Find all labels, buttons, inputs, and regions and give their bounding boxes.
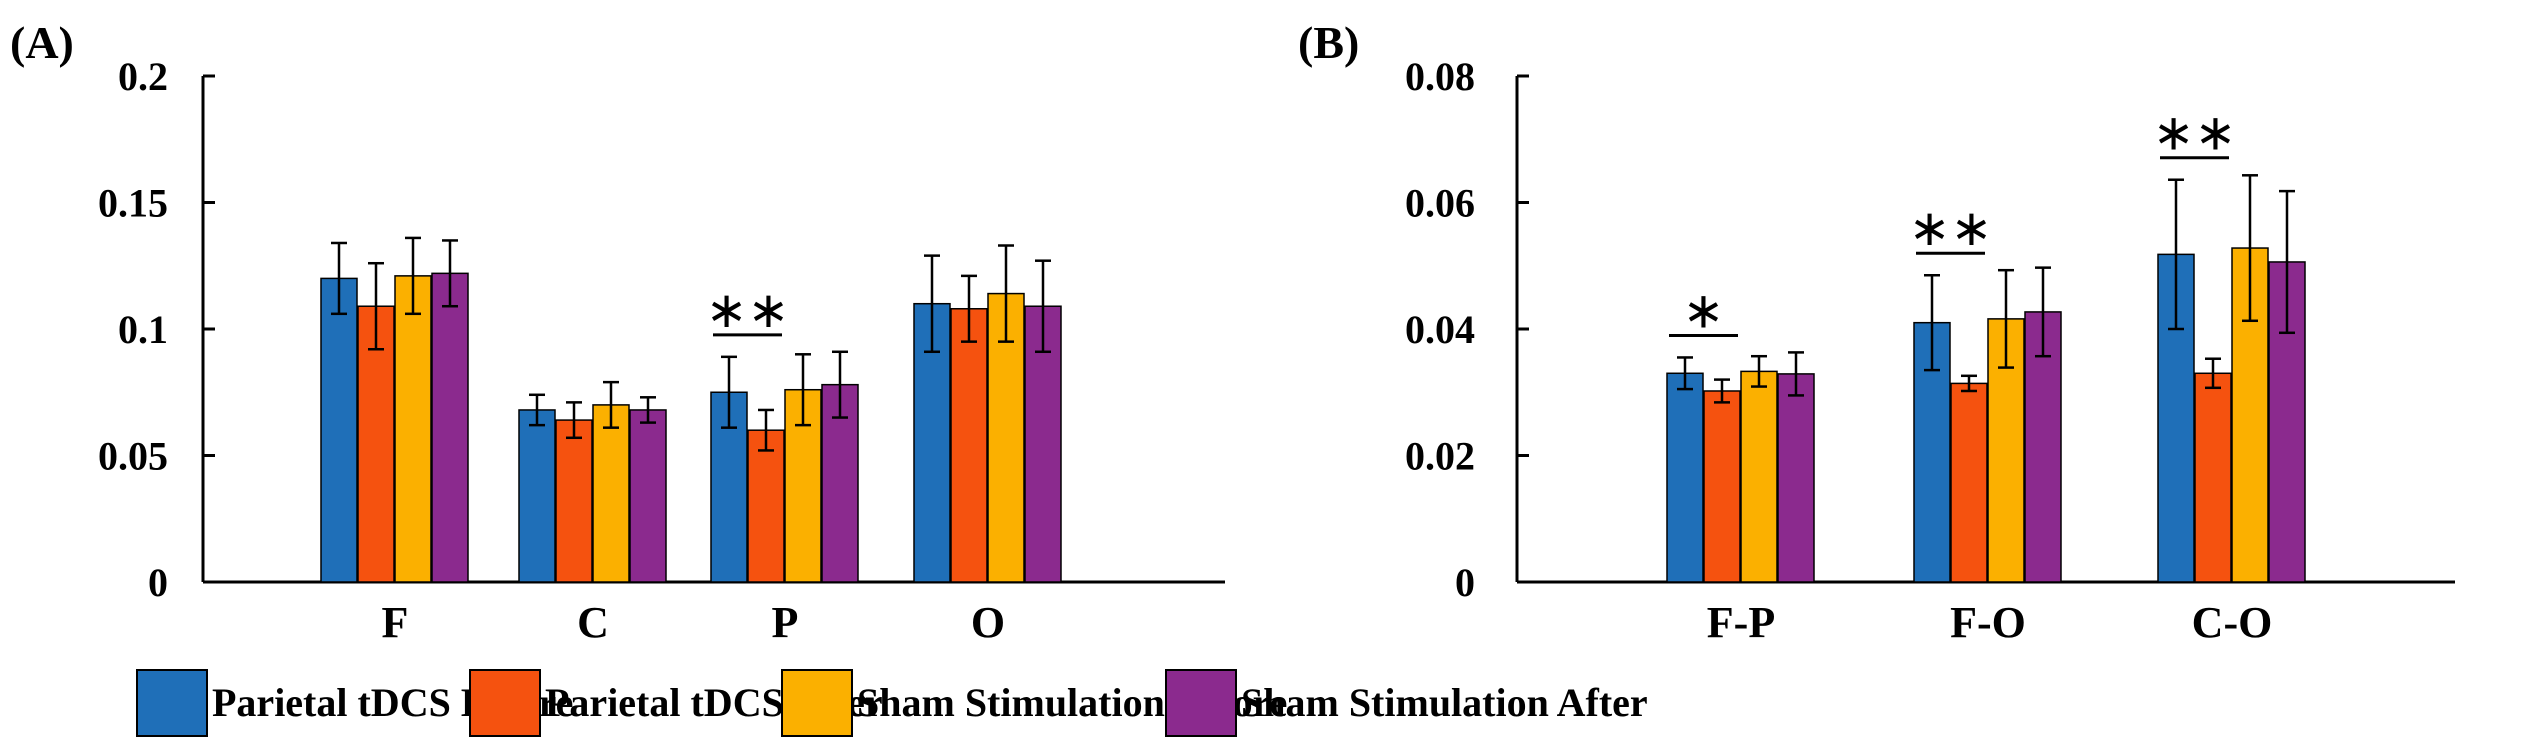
significance-marker: ∗ xyxy=(1683,281,1725,339)
bar-group-P xyxy=(710,350,859,583)
panel-b-chart: (B)00.020.040.060.08F-P F-O C-O∗∗∗∗∗ xyxy=(1298,17,2455,647)
y-tick-label: 0.02 xyxy=(1405,434,1475,479)
bar-group-F-P xyxy=(1666,351,1815,583)
bar xyxy=(518,409,556,583)
bar xyxy=(747,429,785,583)
bar xyxy=(592,404,630,583)
bar-group-C xyxy=(518,380,667,583)
bar-group-C-O xyxy=(2157,174,2306,583)
x-category-label: C-O xyxy=(2192,598,2273,647)
bar-group-F xyxy=(320,236,469,583)
panel-a-chart: (A) 0 0.05 0.1 0.15 0.2 F C P O ∗∗ xyxy=(10,17,1225,647)
significance-marker: ∗∗ xyxy=(1909,199,1993,257)
y-tick-label: 0.1 xyxy=(118,307,168,352)
bar xyxy=(555,419,593,583)
bar xyxy=(431,272,469,583)
bar xyxy=(1703,390,1741,583)
y-tick-label: 0.08 xyxy=(1405,54,1475,99)
bar xyxy=(629,409,667,583)
y-tick-label: 0 xyxy=(148,560,168,605)
x-category-label: F-O xyxy=(1950,598,2026,647)
bar xyxy=(394,275,432,583)
y-tick-label: 0.04 xyxy=(1405,307,1475,352)
significance-marker: ∗∗ xyxy=(706,281,790,339)
y-tick-label: 0.2 xyxy=(118,54,168,99)
bar xyxy=(2194,372,2232,583)
x-category-label: O xyxy=(971,598,1005,647)
legend-swatch xyxy=(136,669,208,737)
bar xyxy=(1777,373,1815,583)
legend-swatch xyxy=(469,669,541,737)
y-tick-label: 0.15 xyxy=(98,181,168,226)
panel-label: (B) xyxy=(1298,17,1359,68)
bar xyxy=(950,308,988,583)
x-category-label: P xyxy=(772,598,799,647)
legend-swatch xyxy=(781,669,853,737)
panel-label: (A) xyxy=(10,17,74,68)
bar xyxy=(1740,370,1778,583)
x-category-label: F xyxy=(382,598,409,647)
x-category-label: F-P xyxy=(1707,598,1775,647)
bar-group-F-O xyxy=(1913,266,2062,583)
x-category-label: C xyxy=(577,598,609,647)
bar xyxy=(1950,382,1988,583)
bar-group-O xyxy=(913,244,1062,583)
significance-marker: ∗∗ xyxy=(2153,104,2237,162)
bar xyxy=(1666,372,1704,583)
legend-swatch xyxy=(1165,669,1237,737)
y-tick-label: 0 xyxy=(1455,560,1475,605)
y-tick-label: 0.05 xyxy=(98,434,168,479)
y-tick-label: 0.06 xyxy=(1405,181,1475,226)
legend-item: Sham Stimulation After xyxy=(1165,669,1648,737)
bar xyxy=(320,277,358,583)
legend-label: Sham Stimulation After xyxy=(1241,680,1648,725)
